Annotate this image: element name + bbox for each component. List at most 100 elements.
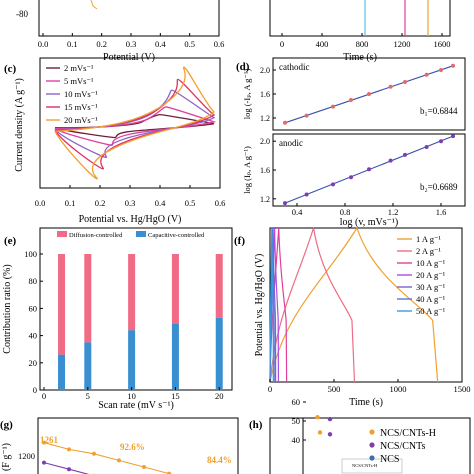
- legend-label: 20 mVs⁻¹: [64, 115, 98, 125]
- panel-e-ytick-label: 0: [33, 385, 37, 395]
- panel-g-ylabel: e (F g⁻¹): [1, 443, 12, 474]
- panel-d-b2: b₂=0.6689: [420, 182, 458, 192]
- data-point: [367, 167, 371, 172]
- data-point: [327, 416, 333, 422]
- panel-e-xtick-label: 15: [171, 391, 180, 401]
- panel-a-ytick: -80: [16, 9, 28, 19]
- panel-d-label: (d): [236, 61, 250, 73]
- data-point: [439, 139, 443, 144]
- data-point: [349, 98, 353, 102]
- panel-h-points: [315, 415, 333, 437]
- data-point: [439, 68, 443, 72]
- legend-label: 10 mVs⁻¹: [64, 89, 98, 99]
- panel-a-xtick-label: 0.3: [126, 39, 137, 49]
- bar-capacitive: [215, 317, 223, 390]
- panel-c-curves: [54, 66, 217, 180]
- legend-label: 50 A g⁻¹: [416, 306, 446, 316]
- legend-label: 15 mVs⁻¹: [64, 102, 98, 112]
- panel-d-b1: b₁=0.6844: [420, 106, 458, 116]
- bar-capacitive: [128, 330, 136, 390]
- panel-d-sub-top: cathodic: [279, 62, 310, 72]
- panel-f-frame: [269, 227, 463, 383]
- panel-b-xtick-label: 1600: [434, 39, 451, 49]
- panel-d-xtick-label: 0.8: [340, 207, 351, 217]
- data-point: [317, 430, 323, 435]
- data-point: [367, 92, 371, 96]
- panel-d-ytick-label: 1.2: [260, 195, 270, 204]
- panel-e-label: (e): [4, 235, 17, 247]
- panel-e-yticks: 0 20 40 60 80 100: [24, 249, 43, 395]
- cv-curve: [54, 113, 215, 139]
- panel-a-xtick-label: 0.2: [96, 39, 107, 49]
- data-point: [331, 182, 335, 187]
- cv-curve: [54, 89, 216, 159]
- panel-e-bars: [58, 254, 223, 390]
- panel-h-yticks: 40 50 60: [292, 397, 306, 474]
- data-point: [388, 84, 393, 89]
- legend-label-capacitive: Capacitive-controlled: [148, 232, 205, 239]
- data-point: [304, 113, 309, 118]
- panel-e: (e) Diffusion-controlled Capacitive-cont…: [2, 227, 233, 411]
- panel-d-yticks: 1.2 1.6 2.0 1.2 1.6 2.0: [260, 66, 276, 204]
- data-point: [403, 80, 407, 84]
- cv-curve: [54, 66, 215, 180]
- panel-e-ylabel: Contribution ratio (%): [2, 264, 13, 353]
- bar-capacitive: [84, 342, 92, 390]
- panel-a: -80 0.0 0.1 0.2 0.3 0.4 0.5 0.6 Potential (V): [16, 0, 224, 63]
- panel-d-xtick-label: 0.4: [292, 207, 303, 217]
- panel-c-xtick-label: 0.6: [215, 198, 226, 208]
- legend-label: 20 A g⁻¹: [416, 270, 446, 280]
- panel-h-label: (h): [249, 419, 263, 431]
- bar-diffusion: [215, 254, 223, 318]
- data-point: [424, 72, 429, 77]
- panel-g-label: (g): [0, 419, 13, 431]
- panel-e-ytick-label: 40: [29, 331, 38, 341]
- panel-c-xtick-label: 0.1: [65, 198, 76, 208]
- panel-d: (d) cathodic anodic b₁=0.6844 b₂=0.6689 …: [236, 57, 466, 228]
- panel-d-sub-bottom: anodic: [279, 138, 303, 148]
- panel-d-bottom-plot: [283, 134, 455, 206]
- panel-d-ytick-label: 1.2: [260, 114, 270, 123]
- data-point: [331, 104, 335, 109]
- panel-b-xticks: 0 400 800 1200 1600: [280, 33, 451, 49]
- panel-d-ytick-label: 1.6: [260, 166, 270, 175]
- panel-e-xtick-label: 10: [127, 391, 136, 401]
- panel-e-ytick-label: 20: [29, 358, 38, 368]
- bar-diffusion: [84, 254, 92, 343]
- panel-f-xtick-label: 500: [328, 384, 341, 394]
- panel-d-xticks: 0.4 0.8 1.2 1.6: [292, 203, 447, 217]
- panel-d-xtick-label: 1.6: [436, 207, 447, 217]
- panel-d-ytick-label: 2.0: [260, 137, 270, 146]
- panel-c-xtick-label: 0.5: [185, 198, 196, 208]
- panel-a-frame: [38, 0, 220, 37]
- panel-c-xticks: 0.0 0.1 0.2 0.3 0.4 0.5 0.6: [35, 185, 226, 208]
- bar-diffusion: [171, 254, 179, 324]
- panel-g-annot-1261: 1261: [40, 435, 59, 445]
- legend-label: NCS: [380, 454, 399, 465]
- data-point: [67, 447, 71, 452]
- bar-capacitive: [171, 323, 179, 390]
- panel-e-xticks: 0 5 10 15 20: [42, 387, 224, 401]
- panel-g-yticks: 1200: [18, 451, 35, 461]
- data-point: [283, 120, 287, 125]
- panel-a-xticks: 0.0 0.1 0.2 0.3 0.4 0.5 0.6: [38, 33, 224, 49]
- panel-f-legend: 1 A g⁻¹ 2 A g⁻¹ 10 A g⁻¹ 20 A g⁻¹ 30 A g⁻¹ 40…: [397, 234, 446, 316]
- panel-e-legend: Diffusion-controlled Capacitive-controll…: [57, 231, 205, 239]
- panel-c-legend: 2 mVs⁻¹ 5 mVs⁻¹ 10 mVs⁻¹ 15 mVs⁻¹ 20 mVs⁻¹: [46, 63, 98, 125]
- panel-g-ytick-label: 1200: [18, 451, 35, 461]
- data-point: [67, 467, 71, 472]
- panel-e-xtick-label: 20: [215, 391, 224, 401]
- panel-f-xtick-label: 0: [268, 384, 272, 394]
- legend-swatch-diffusion: [57, 231, 67, 237]
- data-point: [349, 175, 353, 180]
- panel-c-xtick-label: 0.0: [35, 198, 46, 208]
- bar-capacitive: [58, 354, 66, 390]
- panel-a-curve: [90, 0, 98, 10]
- panel-h-frame: [269, 417, 471, 474]
- panel-a-xtick-label: 0.0: [38, 39, 49, 49]
- panel-e-xtick-label: 5: [86, 391, 90, 401]
- retention-line: [43, 462, 90, 474]
- panel-f-xtick-label: 1500: [454, 384, 471, 394]
